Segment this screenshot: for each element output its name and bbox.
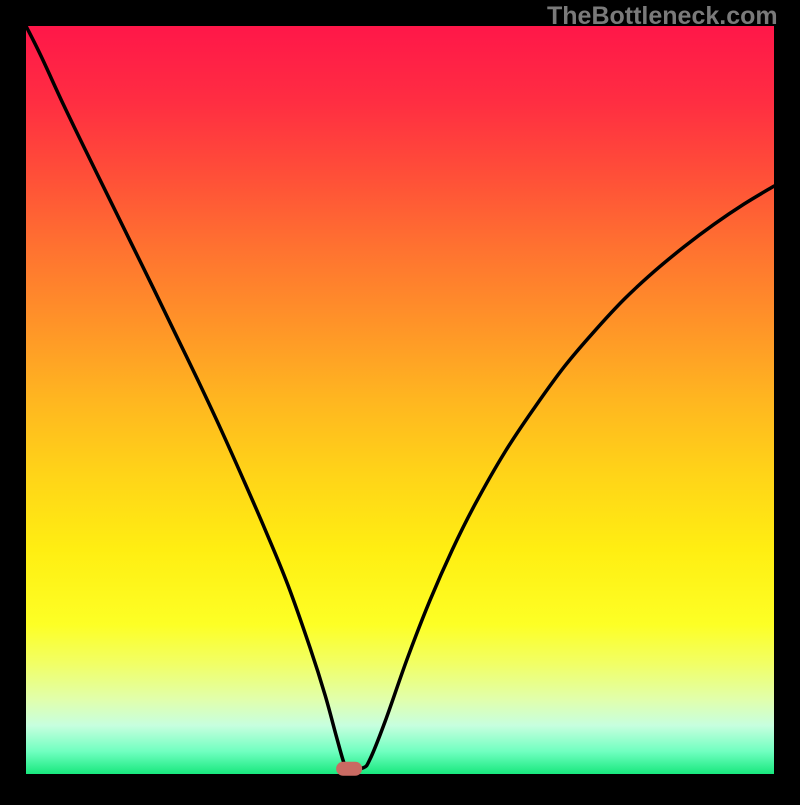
plot-background	[26, 26, 774, 774]
optimal-marker	[336, 762, 362, 776]
watermark-text: TheBottleneck.com	[547, 2, 778, 31]
chart-svg	[0, 0, 800, 800]
bottleneck-chart	[0, 0, 800, 800]
